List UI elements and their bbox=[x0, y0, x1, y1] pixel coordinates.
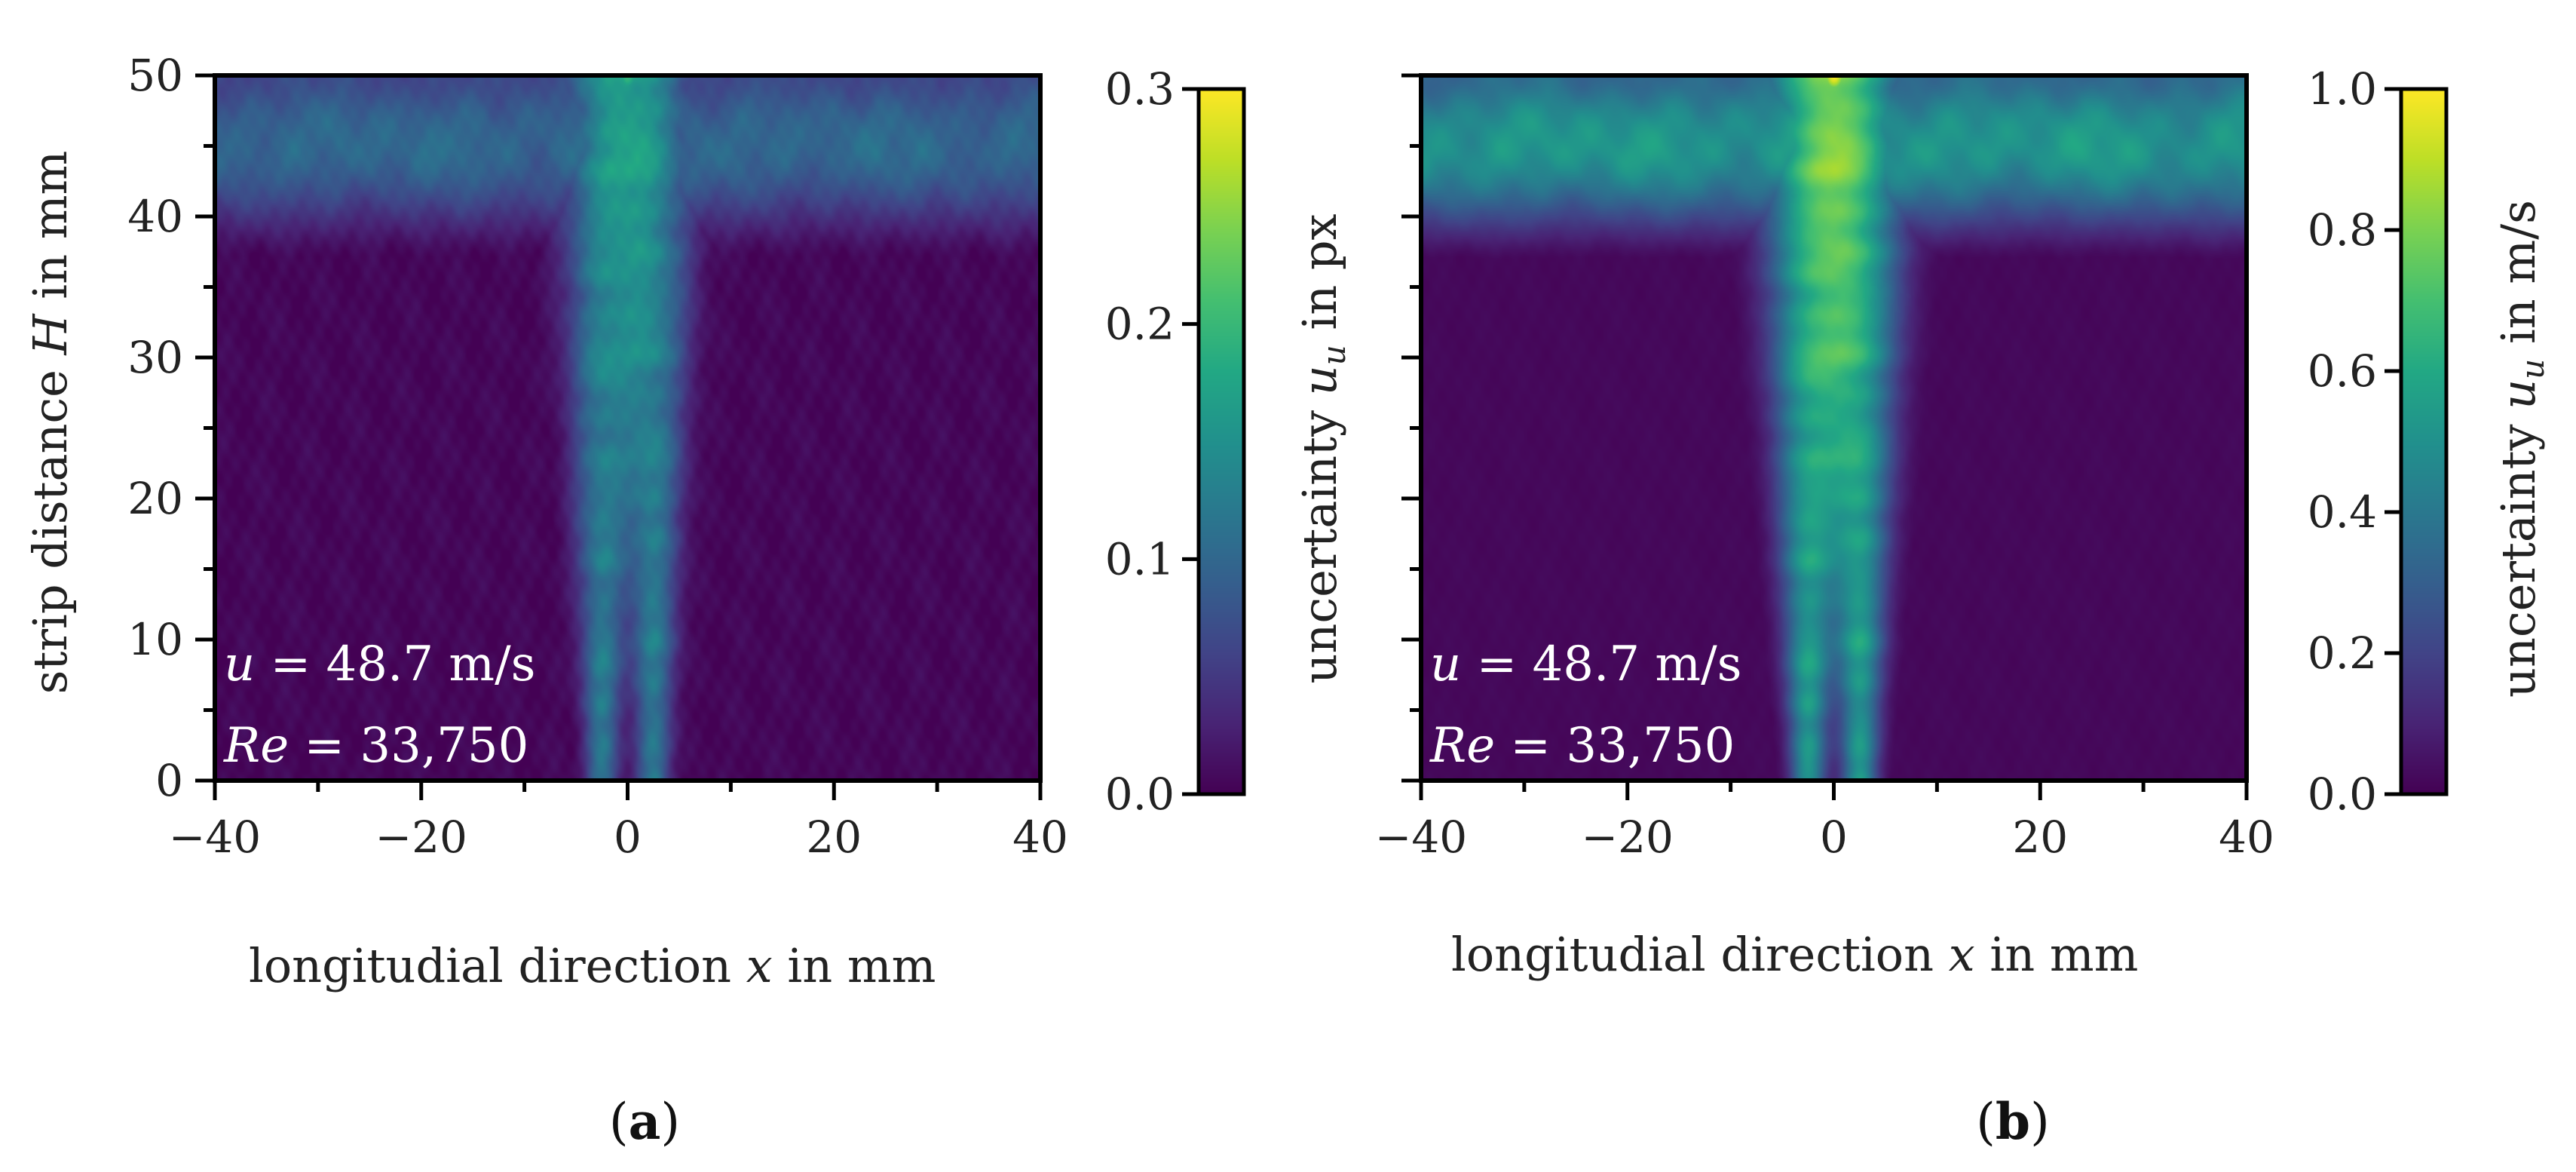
xlabel-pre: longitudial direction bbox=[1451, 927, 1949, 982]
colorbar-frame-a bbox=[1196, 87, 1246, 796]
cbar-sub: u bbox=[2514, 359, 2551, 379]
annot-rest-u: = 48.7 m/s bbox=[1461, 637, 1741, 692]
ylabel-a: strip distance H in mm bbox=[23, 151, 78, 695]
ylabel-pre: strip distance bbox=[23, 354, 78, 694]
xlabel-sym: x bbox=[746, 938, 773, 993]
cbar-unit: in m/s bbox=[2491, 200, 2546, 359]
x-tick-label: 40 bbox=[1012, 812, 1068, 863]
cbar-sym: u bbox=[1292, 365, 1347, 395]
y-tick-label: 40 bbox=[127, 191, 183, 242]
axis-ticks-b: −40 −20 0 20 40 bbox=[1375, 73, 2274, 863]
x-tick-label: −20 bbox=[375, 812, 467, 863]
annotation-reynolds-a: Re = 33,750 bbox=[223, 718, 528, 774]
colorbar-ticks-a: 0.0 0.1 0.2 0.3 bbox=[1105, 63, 1199, 820]
x-tick-label: 0 bbox=[1820, 812, 1848, 863]
x-tick-label: 0 bbox=[614, 812, 642, 863]
cbar-sym: u bbox=[2491, 379, 2546, 410]
annot-sym-re: Re bbox=[1429, 718, 1495, 774]
panel-label-close: ) bbox=[2030, 1093, 2050, 1151]
panel-a: −40 −20 0 20 40 0 10 20 30 40 50 u = 48.7 m/s Re =… bbox=[23, 50, 1352, 1151]
x-tick-label: 40 bbox=[2219, 812, 2274, 863]
y-tick-label: 0 bbox=[155, 755, 183, 806]
annot-rest-re: = 33,750 bbox=[289, 718, 528, 774]
colorbar-tick-label: 0.4 bbox=[2308, 486, 2377, 538]
colorbar-tick-label: 0.2 bbox=[1105, 299, 1175, 350]
xlabel-post: in mm bbox=[1975, 927, 2139, 982]
colorbar-ticks-b: 0.0 0.2 0.4 0.6 0.8 1.0 bbox=[2308, 63, 2401, 820]
x-tick-label: −40 bbox=[169, 812, 261, 863]
panel-label-b: (b) bbox=[1976, 1092, 2050, 1151]
colorbar-tick-label: 0.0 bbox=[1105, 769, 1175, 820]
colorbar-b bbox=[2401, 89, 2446, 794]
xlabel-post: in mm bbox=[773, 938, 936, 993]
annotation-velocity-a: u = 48.7 m/s bbox=[224, 637, 535, 692]
panel-b: −40 −20 0 20 40 u = 48.7 m/s Re = 33,750 lon… bbox=[1375, 63, 2551, 1151]
cbar-pre: uncertainty bbox=[1292, 395, 1347, 683]
cbar-sub: u bbox=[1316, 345, 1352, 365]
x-tick-label: 20 bbox=[2012, 812, 2068, 863]
cbar-pre: uncertainty bbox=[2491, 410, 2546, 698]
colorbar-frame-b bbox=[2399, 87, 2449, 796]
colorbar-label-b: uncertainty uu in m/s bbox=[2491, 200, 2551, 698]
annotation-reynolds-b: Re = 33,750 bbox=[1429, 718, 1735, 774]
xlabel-a: longitudial direction x in mm bbox=[249, 938, 936, 993]
axis-ticks-a: −40 −20 0 20 40 0 10 20 30 40 50 bbox=[127, 50, 1068, 863]
y-tick-label: 30 bbox=[127, 332, 183, 383]
colorbar-label-a: uncertainty uu in px bbox=[1292, 213, 1352, 683]
x-tick-label: −40 bbox=[1375, 812, 1467, 863]
xlabel-b: longitudial direction x in mm bbox=[1451, 927, 2138, 982]
annot-rest-u: = 48.7 m/s bbox=[255, 637, 535, 692]
x-tick-label: 20 bbox=[806, 812, 862, 863]
colorbar-tick-label: 0.0 bbox=[2308, 769, 2377, 820]
x-tick-label: −20 bbox=[1582, 812, 1674, 863]
y-tick-label: 20 bbox=[127, 473, 183, 524]
panel-label-letter: b bbox=[1996, 1092, 2030, 1151]
annot-sym-u: u bbox=[224, 637, 255, 692]
ylabel-post: in mm bbox=[23, 151, 78, 314]
heatmap-b bbox=[1421, 75, 2247, 781]
cbar-unit: in px bbox=[1292, 213, 1347, 345]
annotation-velocity-b: u = 48.7 m/s bbox=[1430, 637, 1741, 692]
y-tick-label: 50 bbox=[127, 50, 183, 101]
panel-label-close: ) bbox=[660, 1093, 680, 1151]
colorbar-a bbox=[1199, 89, 1244, 794]
annot-sym-re: Re bbox=[223, 718, 289, 774]
colorbar-tick-label: 0.6 bbox=[2308, 345, 2377, 397]
colorbar-tick-label: 0.1 bbox=[1105, 533, 1175, 584]
colorbar-tick-label: 0.8 bbox=[2308, 204, 2377, 256]
panel-label-letter: a bbox=[629, 1092, 661, 1151]
colorbar-tick-label: 0.2 bbox=[2308, 627, 2377, 679]
colorbar-tick-label: 1.0 bbox=[2308, 63, 2377, 115]
annot-sym-u: u bbox=[1430, 637, 1461, 692]
heatmap-a bbox=[215, 75, 1040, 781]
xlabel-pre: longitudial direction bbox=[249, 938, 746, 993]
ylabel-sym: H bbox=[23, 312, 78, 355]
panel-label-a: (a) bbox=[609, 1092, 680, 1151]
y-tick-label: 10 bbox=[127, 614, 183, 665]
panel-label-open: ( bbox=[609, 1093, 629, 1151]
panel-label-open: ( bbox=[1976, 1093, 1996, 1151]
colorbar-tick-label: 0.3 bbox=[1105, 63, 1175, 115]
xlabel-sym: x bbox=[1949, 927, 1975, 982]
annot-rest-re: = 33,750 bbox=[1495, 718, 1735, 774]
